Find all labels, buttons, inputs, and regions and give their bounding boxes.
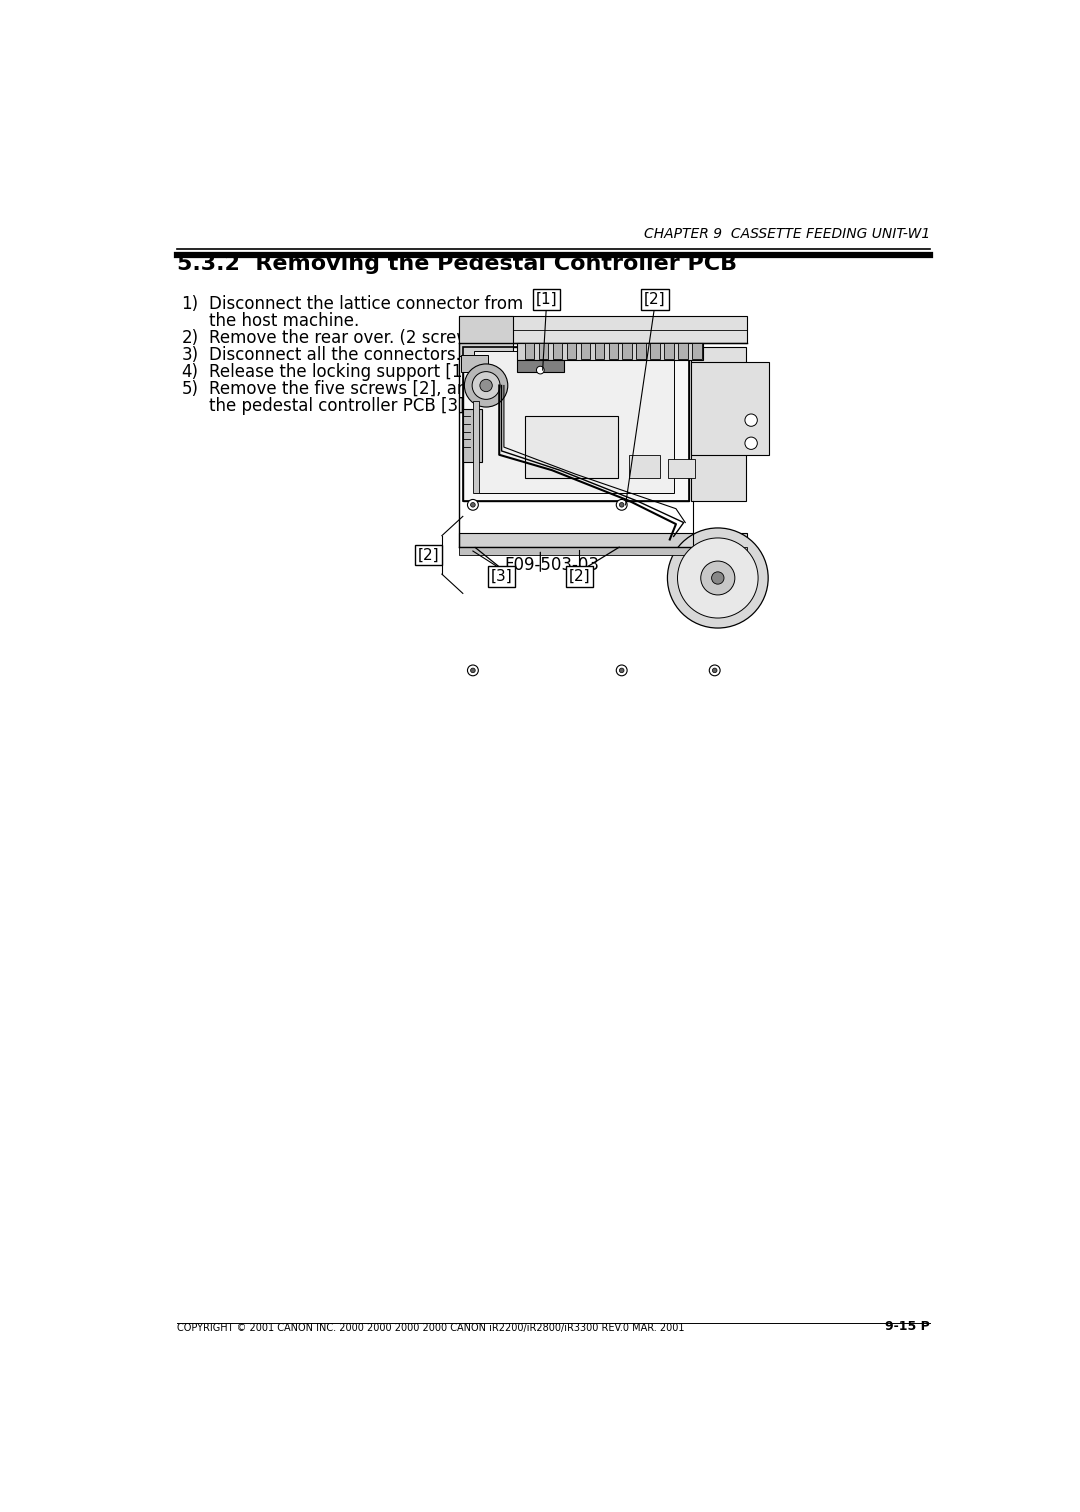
Circle shape xyxy=(468,499,478,510)
Text: F09-503-03: F09-503-03 xyxy=(504,556,599,575)
Bar xyxy=(463,346,689,500)
Text: 9-15 P: 9-15 P xyxy=(886,1320,930,1332)
Text: [3]: [3] xyxy=(490,569,512,584)
Circle shape xyxy=(480,380,492,392)
Circle shape xyxy=(617,499,627,510)
Text: 5): 5) xyxy=(181,380,199,398)
Circle shape xyxy=(619,668,624,673)
Circle shape xyxy=(471,668,475,673)
Bar xyxy=(517,343,703,360)
Text: [2]: [2] xyxy=(568,569,590,584)
Circle shape xyxy=(464,364,508,407)
Text: [2]: [2] xyxy=(418,547,440,562)
Circle shape xyxy=(472,372,500,399)
Bar xyxy=(678,343,688,358)
Bar xyxy=(463,346,689,500)
Bar xyxy=(517,360,564,372)
Text: the host machine.: the host machine. xyxy=(208,313,359,330)
Bar xyxy=(463,408,482,463)
Bar xyxy=(459,547,747,555)
Text: COPYRIGHT © 2001 CANON INC. 2000 2000 2000 2000 CANON iR2200/iR2800/iR3300 REV.0: COPYRIGHT © 2001 CANON INC. 2000 2000 20… xyxy=(177,1323,685,1332)
Bar xyxy=(553,343,562,358)
Bar xyxy=(581,343,590,358)
Bar xyxy=(525,416,618,478)
Bar xyxy=(567,343,576,358)
Bar xyxy=(474,351,674,493)
Circle shape xyxy=(667,528,768,627)
Text: [1]: [1] xyxy=(536,292,557,307)
Text: Remove the rear over. (2 screws): Remove the rear over. (2 screws) xyxy=(208,330,485,348)
Bar xyxy=(459,316,747,343)
Text: Remove the five screws [2], and detach: Remove the five screws [2], and detach xyxy=(208,380,540,398)
Text: CHAPTER 9  CASSETTE FEEDING UNIT-W1: CHAPTER 9 CASSETTE FEEDING UNIT-W1 xyxy=(644,227,930,242)
Text: 4): 4) xyxy=(181,363,199,381)
Circle shape xyxy=(537,366,544,373)
Text: Disconnect all the connectors.: Disconnect all the connectors. xyxy=(208,346,460,364)
Bar xyxy=(692,343,702,358)
Circle shape xyxy=(619,502,624,507)
Circle shape xyxy=(710,665,720,676)
Bar xyxy=(525,343,535,358)
Text: 2): 2) xyxy=(181,330,199,348)
Bar xyxy=(473,401,480,493)
Text: the pedestal controller PCB [3].: the pedestal controller PCB [3]. xyxy=(208,398,470,414)
Bar xyxy=(459,316,513,357)
Bar xyxy=(630,455,661,478)
Bar xyxy=(539,343,548,358)
Text: [2]: [2] xyxy=(644,292,666,307)
Bar xyxy=(595,343,604,358)
Bar xyxy=(650,343,660,358)
Bar xyxy=(459,534,747,547)
Circle shape xyxy=(468,665,478,676)
Bar xyxy=(691,346,745,500)
Bar xyxy=(664,343,674,358)
Circle shape xyxy=(677,538,758,618)
Text: Release the locking support [1].: Release the locking support [1]. xyxy=(208,363,474,381)
Text: 3): 3) xyxy=(181,346,199,364)
Bar xyxy=(460,355,488,372)
Circle shape xyxy=(745,414,757,426)
Bar xyxy=(691,363,769,455)
Circle shape xyxy=(617,665,627,676)
Bar xyxy=(608,343,618,358)
Bar xyxy=(669,458,696,478)
Bar xyxy=(636,343,646,358)
Bar xyxy=(622,343,632,358)
Circle shape xyxy=(713,668,717,673)
Text: 1): 1) xyxy=(181,295,199,313)
Circle shape xyxy=(712,572,724,584)
Circle shape xyxy=(745,437,757,449)
Circle shape xyxy=(471,502,475,507)
Circle shape xyxy=(701,561,734,594)
Text: 5.3.2  Removing the Pedestal Controller PCB: 5.3.2 Removing the Pedestal Controller P… xyxy=(177,254,737,274)
Text: Disconnect the lattice connector from: Disconnect the lattice connector from xyxy=(208,295,523,313)
